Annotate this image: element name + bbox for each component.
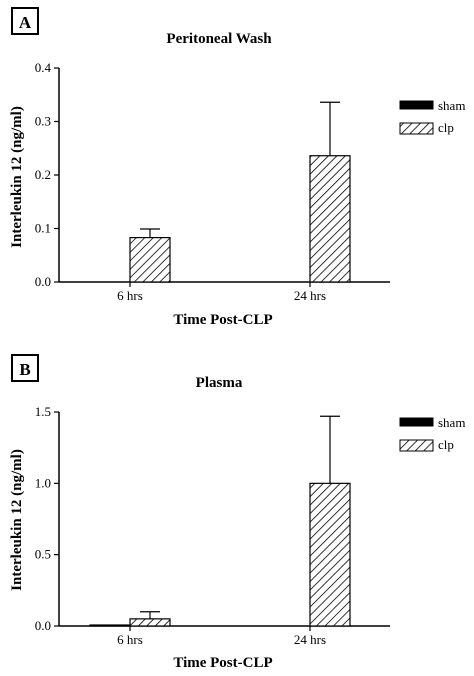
legend: sham clp	[399, 415, 465, 452]
legend-label-sham: sham	[438, 415, 465, 430]
chart-title: Peritoneal Wash	[166, 31, 272, 47]
panel-letter-box	[11, 7, 39, 35]
x-axis-label: Time Post-CLP	[173, 312, 272, 328]
x-tick-label: 24 hrs	[294, 632, 326, 647]
bars	[89, 415, 351, 627]
panel-a: A Peritoneal Wash Interleukin 12 (ng/ml)…	[9, 7, 465, 328]
x-ticks: 6 hrs 24 hrs	[117, 626, 326, 647]
legend: sham clp	[399, 98, 465, 135]
bar-clp	[129, 618, 171, 627]
legend-label-sham: sham	[438, 98, 465, 113]
x-axis-label: Time Post-CLP	[173, 655, 272, 671]
y-tick-label: 1.0	[35, 475, 51, 490]
y-ticks: 0.0 0.5 1.0 1.5	[35, 404, 59, 633]
x-tick-label: 24 hrs	[294, 288, 326, 303]
x-tick-label: 6 hrs	[117, 288, 143, 303]
y-tick-label: 1.5	[35, 404, 51, 419]
bar-clp	[309, 482, 351, 627]
panel-b: B Plasma Interleukin 12 (ng/ml) Time Pos…	[9, 354, 465, 671]
y-axis-label: Interleukin 12 (ng/ml)	[9, 449, 25, 591]
bar-sham	[89, 624, 131, 627]
y-tick-label: 0.0	[35, 274, 51, 289]
legend-swatch-clp	[399, 122, 434, 135]
y-ticks: 0.0 0.1 0.2 0.3 0.4	[35, 60, 59, 289]
y-tick-label: 0.0	[35, 618, 51, 633]
panel-letter-box	[11, 354, 39, 382]
bars	[129, 101, 351, 283]
bar-clp	[129, 236, 171, 283]
legend-label-clp: clp	[438, 120, 454, 135]
bar-clp	[309, 155, 351, 283]
y-tick-label: 0.3	[35, 114, 51, 129]
legend-swatch-clp	[399, 439, 434, 452]
y-tick-label: 0.5	[35, 547, 51, 562]
y-tick-label: 0.2	[35, 167, 51, 182]
legend-swatch-sham	[399, 417, 434, 427]
y-tick-label: 0.1	[35, 221, 51, 236]
y-axis-label: Interleukin 12 (ng/ml)	[9, 106, 25, 248]
x-tick-label: 6 hrs	[117, 632, 143, 647]
panel-letter: A	[19, 13, 32, 32]
x-ticks: 6 hrs 24 hrs	[117, 282, 326, 303]
y-tick-label: 0.4	[35, 60, 52, 75]
panel-letter: B	[19, 360, 30, 379]
legend-swatch-sham	[399, 100, 434, 110]
legend-label-clp: clp	[438, 437, 454, 452]
chart-title: Plasma	[196, 375, 243, 391]
